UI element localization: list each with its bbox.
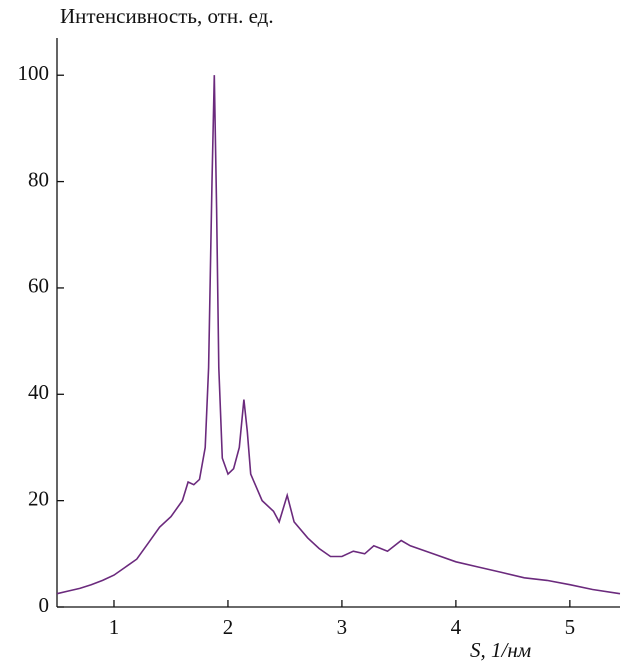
x-tick-label: 2 <box>223 615 234 639</box>
line-series <box>56 75 621 595</box>
x-tick-label: 5 <box>565 615 576 639</box>
y-tick-label: 20 <box>28 486 49 510</box>
y-tick-label: 40 <box>28 380 49 404</box>
y-tick-label: 80 <box>28 167 49 191</box>
y-tick-label: 60 <box>28 274 49 298</box>
y-tick-label: 100 <box>18 61 50 85</box>
x-tick-label: 4 <box>451 615 462 639</box>
x-tick-label: 1 <box>109 615 120 639</box>
y-tick-label: 0 <box>39 593 50 617</box>
x-tick-label: 3 <box>337 615 348 639</box>
x-axis-label: S, 1/нм <box>470 638 531 662</box>
y-axis-label: Интенсивность, отн. ед. <box>60 4 274 28</box>
